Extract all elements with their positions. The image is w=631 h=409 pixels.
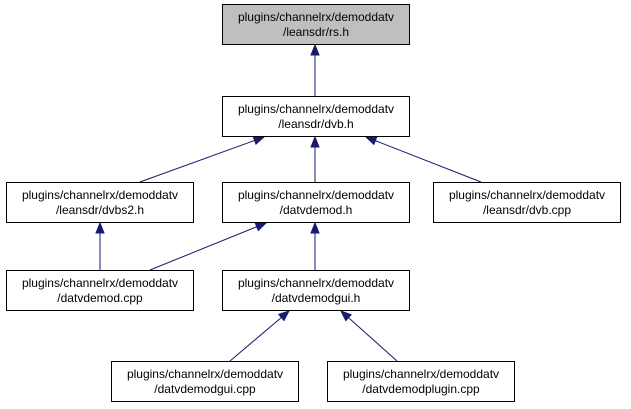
- node-label-line2: /datvdemodplugin.cpp: [362, 382, 480, 396]
- node-dvb-cpp[interactable]: plugins/channelrx/demoddatv/leansdr/dvb.…: [433, 182, 621, 223]
- node-label-line1: plugins/channelrx/demoddatv: [127, 367, 283, 381]
- node-box[interactable]: [111, 361, 299, 402]
- node-label-line1: plugins/channelrx/demoddatv: [22, 276, 178, 290]
- node-box[interactable]: [222, 270, 410, 311]
- node-label-line2: /leansdr/rs.h: [283, 25, 349, 39]
- node-label-line2: /datvdemodgui.cpp: [154, 382, 256, 396]
- node-box[interactable]: [222, 4, 410, 45]
- node-datvdemod-cpp[interactable]: plugins/channelrx/demoddatv/datvdemod.cp…: [6, 270, 194, 311]
- node-datvdemodplugin-cpp[interactable]: plugins/channelrx/demoddatv/datvdemodplu…: [327, 361, 515, 402]
- node-box[interactable]: [327, 361, 515, 402]
- node-label-line1: plugins/channelrx/demoddatv: [449, 188, 605, 202]
- node-label-line1: plugins/channelrx/demoddatv: [238, 10, 394, 24]
- node-box[interactable]: [222, 182, 410, 223]
- edge-datvdemodgui-cpp-to-datvdemodgui-h: [229, 310, 291, 362]
- edge-line: [348, 317, 398, 362]
- edge-dvbs2-to-dvb: [139, 136, 266, 183]
- arrowhead-icon: [277, 310, 291, 322]
- arrowhead-icon: [339, 310, 352, 322]
- arrowhead-icon: [252, 136, 266, 146]
- arrowhead-icon: [364, 136, 378, 146]
- node-label-line1: plugins/channelrx/demoddatv: [343, 367, 499, 381]
- node-datvdemod-h[interactable]: plugins/channelrx/demoddatv/datvdemod.h: [222, 182, 410, 223]
- edge-datvdemodplugin-cpp-to-datvdemodgui-h: [339, 310, 398, 362]
- edge-datvdemod-cpp-to-dvbs2: [95, 221, 105, 270]
- node-box[interactable]: [6, 270, 194, 311]
- node-rs[interactable]: plugins/channelrx/demoddatv/leansdr/rs.h: [222, 4, 410, 45]
- node-label-line2: /leansdr/dvb.cpp: [483, 203, 571, 217]
- edge-line: [139, 139, 255, 183]
- nodes-layer: plugins/channelrx/demoddatv/leansdr/rs.h…: [6, 4, 621, 402]
- node-label-line1: plugins/channelrx/demoddatv: [238, 276, 394, 290]
- edge-datvdemod-h-to-dvb: [310, 135, 320, 182]
- node-label-line1: plugins/channelrx/demoddatv: [238, 188, 394, 202]
- node-box[interactable]: [433, 182, 621, 223]
- arrowhead-icon: [310, 43, 320, 56]
- node-label-line2: /datvdemod.h: [280, 203, 353, 217]
- node-label-line2: /datvdemodgui.h: [272, 291, 361, 305]
- node-dvbs2[interactable]: plugins/channelrx/demoddatv/leansdr/dvbs…: [6, 182, 194, 223]
- node-datvdemodgui-h[interactable]: plugins/channelrx/demoddatv/datvdemodgui…: [222, 270, 410, 311]
- edge-datvdemodgui-h-to-datvdemod-h: [310, 221, 320, 270]
- node-label-line2: /datvdemod.cpp: [57, 291, 143, 305]
- node-label-line1: plugins/channelrx/demoddatv: [238, 102, 394, 116]
- arrowhead-icon: [310, 221, 320, 234]
- node-box[interactable]: [222, 96, 410, 137]
- node-label-line1: plugins/channelrx/demoddatv: [22, 188, 178, 202]
- edge-line: [149, 226, 257, 271]
- arrowhead-icon: [254, 222, 268, 232]
- edge-datvdemod-cpp-to-datvdemod-h: [149, 222, 268, 271]
- arrowhead-icon: [310, 135, 320, 148]
- node-label-line2: /leansdr/dvbs2.h: [56, 203, 144, 217]
- edge-dvb-cpp-to-dvb: [364, 136, 482, 183]
- node-dvb[interactable]: plugins/channelrx/demoddatv/leansdr/dvb.…: [222, 96, 410, 137]
- edge-line: [375, 140, 482, 183]
- node-datvdemodgui-cpp[interactable]: plugins/channelrx/demoddatv/datvdemodgui…: [111, 361, 299, 402]
- node-box[interactable]: [6, 182, 194, 223]
- node-label-line2: /leansdr/dvb.h: [278, 117, 353, 131]
- edge-dvb-to-rs: [310, 43, 320, 96]
- edge-line: [229, 317, 282, 362]
- arrowhead-icon: [95, 221, 105, 234]
